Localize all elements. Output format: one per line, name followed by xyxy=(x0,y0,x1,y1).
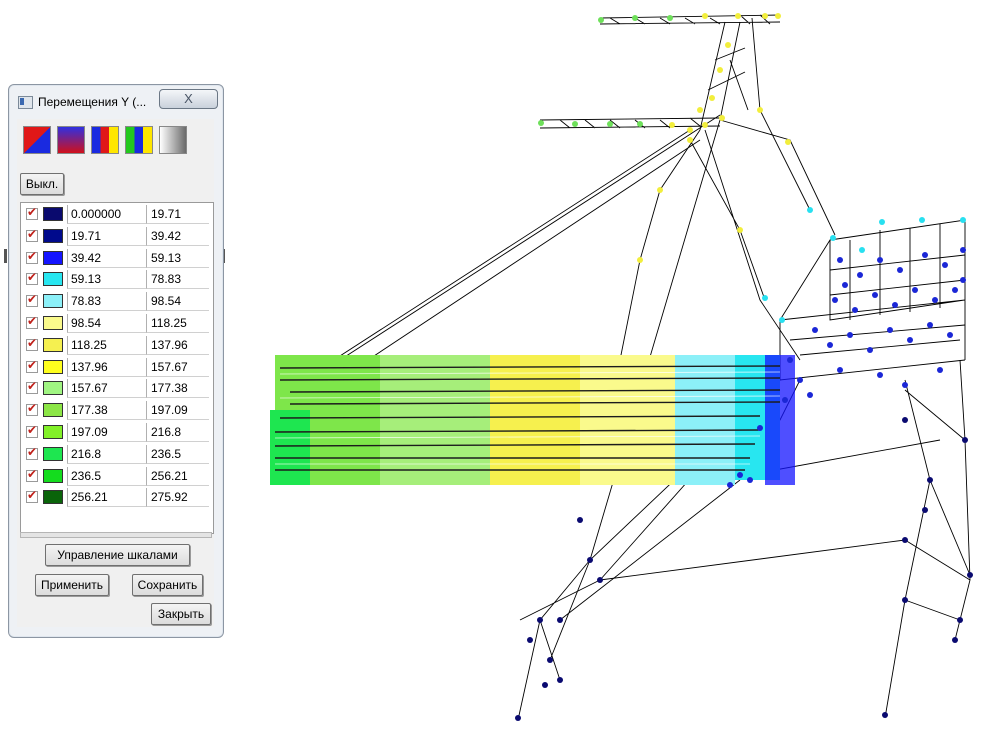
displacement-scale-window: Перемещения Y (... X Выкл. 0.00000019.71… xyxy=(8,84,224,638)
scale-row-from-value[interactable]: 39.42 xyxy=(67,248,146,268)
apply-button[interactable]: Применить xyxy=(35,574,109,596)
scale-row-to-value[interactable]: 177.38 xyxy=(146,379,209,399)
scale-row-to-value[interactable]: 216.8 xyxy=(146,423,209,442)
scale-row-to-value[interactable]: 59.13 xyxy=(146,248,209,268)
scale-row-checkbox[interactable] xyxy=(26,401,38,417)
save-button[interactable]: Сохранить xyxy=(132,574,203,596)
window-close-button[interactable]: X xyxy=(159,89,218,109)
scale-row-checkbox[interactable] xyxy=(26,249,38,264)
scale-row-checkbox[interactable] xyxy=(26,445,38,460)
palette-green-blue-yellow-stripes-icon[interactable] xyxy=(125,126,153,154)
scale-row-color-swatch[interactable] xyxy=(43,425,63,439)
scale-row-color-swatch[interactable] xyxy=(43,490,63,505)
scale-row-color-swatch[interactable] xyxy=(43,359,63,374)
scale-row-from-value[interactable]: 98.54 xyxy=(67,314,146,333)
scale-row-color-swatch[interactable] xyxy=(43,294,63,309)
scale-row-checkbox[interactable] xyxy=(26,205,38,220)
scale-row-color-swatch[interactable] xyxy=(43,207,63,221)
scale-row-to-value[interactable]: 118.25 xyxy=(146,314,209,333)
scale-row-color-swatch[interactable] xyxy=(43,250,63,265)
scale-row-checkbox[interactable] xyxy=(26,358,38,373)
scale-row-to-value[interactable]: 137.96 xyxy=(146,335,209,355)
scale-row-from-value[interactable]: 236.5 xyxy=(67,466,146,486)
scale-row-checkbox[interactable] xyxy=(26,467,38,482)
window-titlebar[interactable]: Перемещения Y (... X xyxy=(9,85,223,119)
nodes-yellow xyxy=(637,13,791,263)
palette-red-blue-diagonal-icon[interactable] xyxy=(23,126,51,154)
scale-row-to-value[interactable]: 98.54 xyxy=(146,292,209,312)
scale-row-checkbox[interactable] xyxy=(26,336,38,351)
scale-row-from-value[interactable]: 59.13 xyxy=(67,270,146,290)
close-button[interactable]: Закрыть xyxy=(151,603,211,625)
nodes-navy xyxy=(515,417,973,721)
scale-row-color-swatch[interactable] xyxy=(43,446,63,461)
scale-row-checkbox[interactable] xyxy=(26,227,38,242)
window-title: Перемещения Y (... xyxy=(38,95,147,109)
app-icon xyxy=(18,96,33,109)
scale-row-color-swatch[interactable] xyxy=(43,403,63,418)
scale-table-scrollbar[interactable] xyxy=(20,532,212,538)
scale-row-from-value[interactable]: 137.96 xyxy=(67,357,146,377)
scale-row-checkbox[interactable] xyxy=(26,379,38,395)
scale-row-from-value[interactable]: 177.38 xyxy=(67,401,146,421)
scale-table: 0.00000019.7119.7139.4239.4259.1359.1378… xyxy=(20,202,214,534)
scale-row-to-value[interactable]: 19.71 xyxy=(146,205,209,224)
palette-grayscale-icon[interactable] xyxy=(159,126,187,154)
scale-row-checkbox[interactable] xyxy=(26,292,38,308)
nodes-blue xyxy=(727,247,966,488)
scale-row-color-swatch[interactable] xyxy=(43,337,63,352)
scale-row-color-swatch[interactable] xyxy=(43,316,63,330)
window-client-area: Выкл. 0.00000019.7119.7139.4239.4259.135… xyxy=(17,119,214,627)
scale-row-from-value[interactable]: 256.21 xyxy=(67,488,146,508)
scale-manage-button[interactable]: Управление шкалами xyxy=(45,544,190,566)
scale-row-to-value[interactable]: 256.21 xyxy=(146,466,209,486)
scale-row-to-value[interactable]: 275.92 xyxy=(146,488,209,508)
scale-row-from-value[interactable]: 19.71 xyxy=(67,226,146,246)
scale-row-color-swatch[interactable] xyxy=(43,272,63,287)
scale-row-from-value[interactable]: 157.67 xyxy=(67,379,146,399)
scale-row-from-value[interactable]: 216.8 xyxy=(67,444,146,464)
off-button[interactable]: Выкл. xyxy=(20,173,64,195)
scale-row-color-swatch[interactable] xyxy=(43,228,63,243)
scale-row-from-value[interactable]: 197.09 xyxy=(67,423,146,442)
scale-row-to-value[interactable]: 157.67 xyxy=(146,357,209,377)
scale-row-from-value[interactable]: 78.83 xyxy=(67,292,146,312)
scale-row-checkbox[interactable] xyxy=(26,488,38,504)
scale-row-to-value[interactable]: 197.09 xyxy=(146,401,209,421)
palette-blue-red-yellow-stripes-icon[interactable] xyxy=(91,126,119,154)
scale-row-to-value[interactable]: 39.42 xyxy=(146,226,209,246)
scale-row-to-value[interactable]: 236.5 xyxy=(146,444,209,464)
scale-row-to-value[interactable]: 78.83 xyxy=(146,270,209,290)
scale-row-color-swatch[interactable] xyxy=(43,468,63,483)
scale-row-from-value[interactable]: 118.25 xyxy=(67,335,146,355)
nodes-cyan xyxy=(762,207,966,323)
scale-row-checkbox[interactable] xyxy=(26,270,38,286)
deck-beams xyxy=(270,355,795,485)
scale-row-checkbox[interactable] xyxy=(26,314,38,329)
palette-blue-red-gradient-icon[interactable] xyxy=(57,126,85,154)
scale-row-color-swatch[interactable] xyxy=(43,381,63,396)
scale-row-checkbox[interactable] xyxy=(26,423,38,438)
nodes-green xyxy=(538,15,673,127)
scale-row-from-value[interactable]: 0.000000 xyxy=(67,205,146,224)
